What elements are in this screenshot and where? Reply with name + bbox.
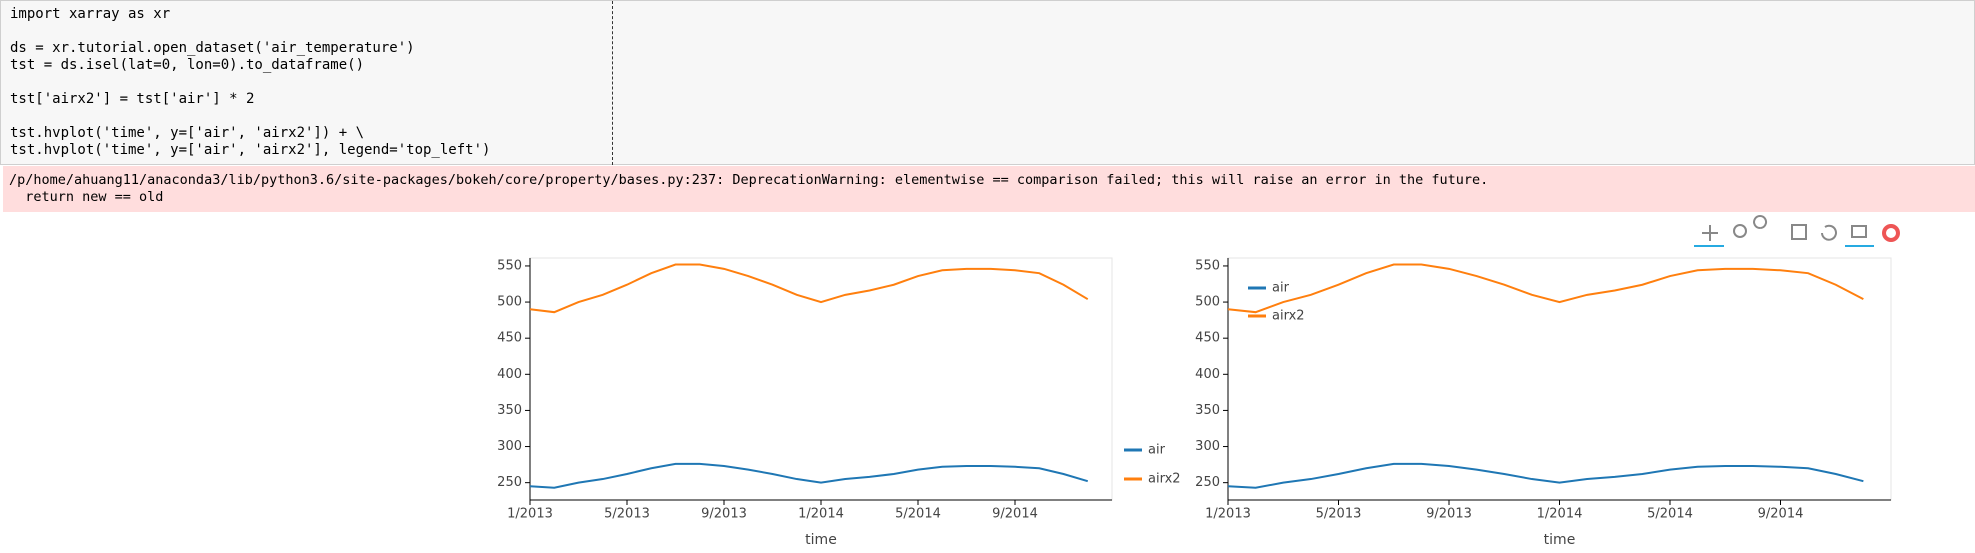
code-line: import xarray as xr [10, 6, 171, 22]
warning-line: /p/home/ahuang11/anaconda3/lib/python3.6… [9, 172, 1489, 188]
x-tick-label: 1/2014 [798, 507, 844, 522]
x-tick-label: 5/2013 [604, 507, 650, 522]
x-tick-label: 5/2014 [895, 507, 941, 522]
x-tick-label: 9/2014 [992, 507, 1038, 522]
wheel-zoom-tool[interactable] [1753, 215, 1768, 229]
x-tick-label: 9/2014 [1758, 507, 1804, 522]
legend-label: air [1272, 281, 1290, 296]
save-tool[interactable] [1791, 224, 1807, 240]
warning-line: return new == old [9, 189, 164, 205]
hover-tool[interactable] [1851, 225, 1867, 238]
series-line [1227, 263, 1864, 314]
x-tick-label: 1/2014 [1537, 507, 1583, 522]
x-tick-label: 5/2014 [1647, 507, 1693, 522]
code-line: tst.hvplot('time', y=['air', 'airx2']) +… [10, 125, 365, 141]
reset-tool[interactable] [1821, 224, 1837, 241]
y-tick-label: 500 [1195, 295, 1220, 310]
code-line: tst['airx2'] = tst['air'] * 2 [10, 91, 255, 107]
x-tick-label: 9/2013 [701, 507, 747, 522]
x-axis-label: time [805, 532, 837, 548]
series-line [1227, 462, 1864, 489]
y-tick-label: 350 [1195, 403, 1220, 418]
y-tick-label: 550 [1195, 258, 1220, 273]
x-tick-label: 1/2013 [507, 507, 553, 522]
x-axis-label: time [1544, 532, 1576, 548]
y-tick-label: 350 [497, 403, 522, 418]
y-tick-label: 400 [497, 367, 522, 382]
bokeh-logo[interactable] [1882, 224, 1900, 242]
x-tick-label: 1/2013 [1205, 507, 1251, 522]
box-zoom-tool[interactable] [1733, 224, 1747, 238]
code-cell[interactable]: import xarray as xr ds = xr.tutorial.ope… [0, 0, 1975, 165]
code-line: tst.hvplot('time', y=['air', 'airx2'], l… [10, 142, 491, 158]
plot-frame [529, 257, 1113, 501]
series-line [529, 462, 1089, 489]
y-tick-label: 250 [497, 475, 522, 490]
code-line: tst = ds.isel(lat=0, lon=0).to_dataframe… [10, 57, 365, 73]
legend-label: airx2 [1148, 472, 1181, 487]
series-line [529, 263, 1089, 314]
x-tick-label: 5/2013 [1316, 507, 1362, 522]
ruler [612, 1, 613, 165]
plot-frame [1227, 257, 1892, 501]
y-tick-label: 450 [497, 331, 522, 346]
y-tick-label: 300 [1195, 439, 1220, 454]
y-tick-label: 500 [497, 295, 522, 310]
pan-tool[interactable] [1702, 225, 1718, 241]
y-tick-label: 250 [1195, 475, 1220, 490]
x-tick-label: 9/2013 [1426, 507, 1472, 522]
y-tick-label: 400 [1195, 367, 1220, 382]
toolbar [1694, 215, 1900, 247]
legend-label: airx2 [1272, 309, 1305, 324]
warning-output: /p/home/ahuang11/anaconda3/lib/python3.6… [3, 166, 1975, 212]
y-tick-label: 550 [497, 258, 522, 273]
legend-label: air [1148, 443, 1166, 458]
y-tick-label: 300 [497, 439, 522, 454]
y-tick-label: 450 [1195, 331, 1220, 346]
code-line: ds = xr.tutorial.open_dataset('air_tempe… [10, 40, 415, 56]
